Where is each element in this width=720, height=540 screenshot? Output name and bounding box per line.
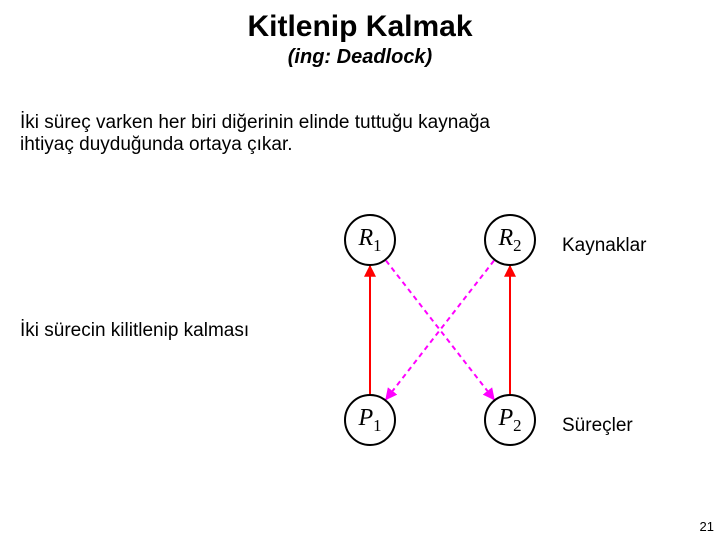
node-R1: R1	[344, 214, 396, 266]
page-subtitle: (ing: Deadlock)	[0, 46, 720, 69]
node-P2: P2	[484, 394, 536, 446]
edge-R1-P2	[386, 261, 494, 400]
intro-line1: İki süreç varken her biri diğerinin elin…	[20, 112, 490, 133]
caption-deadlock: İki sürecin kilitlenip kalması	[20, 320, 249, 342]
node-label-R2: R2	[498, 225, 521, 256]
page-title: Kitlenip Kalmak	[0, 0, 720, 44]
node-label-P2: P2	[498, 405, 521, 436]
label-resources: Kaynaklar	[562, 235, 647, 257]
node-R2: R2	[484, 214, 536, 266]
deadlock-diagram: R1 R2 P1 P2	[310, 200, 570, 460]
node-label-R1: R1	[358, 225, 381, 256]
intro-paragraph: İki süreç varken her biri diğerinin elin…	[20, 112, 490, 156]
node-P1: P1	[344, 394, 396, 446]
label-processes: Süreçler	[562, 415, 633, 437]
intro-line2: ihtiyaç duyduğunda ortaya çıkar.	[20, 134, 293, 155]
node-label-P1: P1	[358, 405, 381, 436]
edge-R2-P1	[386, 261, 494, 400]
page-number: 21	[700, 519, 714, 534]
